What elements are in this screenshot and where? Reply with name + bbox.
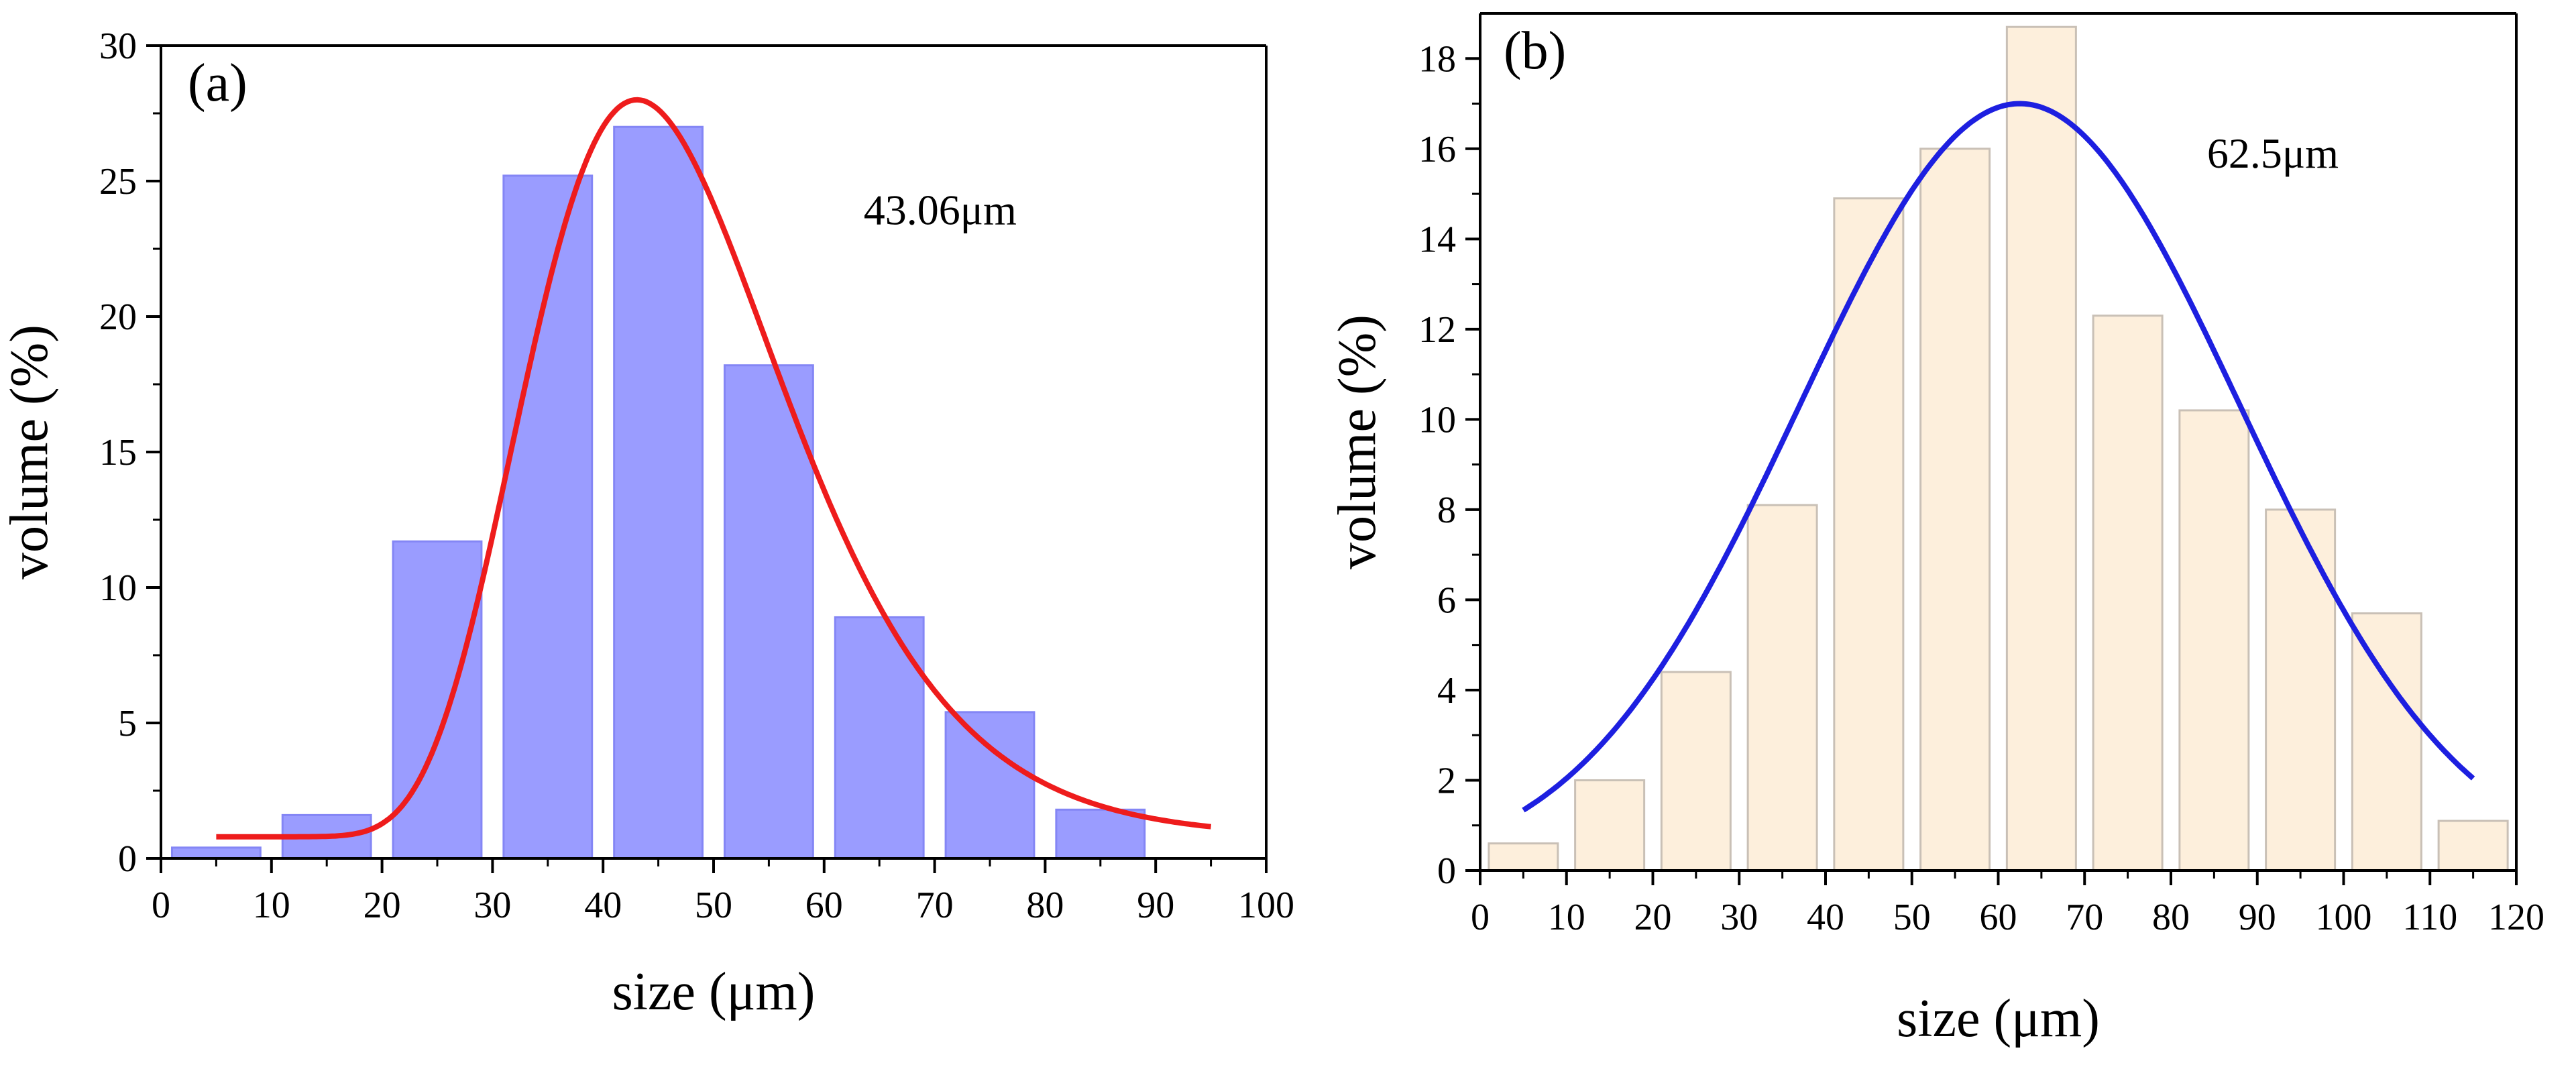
y-tick-label: 12 — [1418, 309, 1456, 351]
histogram-bar — [1488, 842, 1559, 872]
histogram-bar — [944, 711, 1035, 860]
panel-a-chart: 0 10 20 30 40 50 60 70 80 90 100 0 5 10 15 20 25 30 size (… — [0, 25, 1294, 1021]
x-tick-label: 30 — [1720, 897, 1758, 938]
histogram-bar — [2351, 612, 2422, 872]
panel-label: (b) — [1504, 21, 1566, 80]
x-tick-label: 70 — [2066, 897, 2103, 938]
histogram-bar — [1660, 671, 1732, 872]
y-axis-title: volume (%) — [0, 325, 59, 579]
y-tick-label: 5 — [118, 703, 137, 744]
x-tick-label: 120 — [2488, 897, 2544, 938]
y-tick-label: 10 — [1418, 399, 1456, 441]
panel-b-chart: 0 10 20 30 40 50 60 70 80 90 100 110 120 0 2 4 6 8 10 12 14 1… — [1328, 12, 2544, 1048]
x-tick-label: 70 — [916, 885, 954, 926]
y-tick-label: 6 — [1437, 579, 1456, 621]
x-tick-label: 60 — [805, 885, 843, 926]
x-tick-label: 30 — [473, 885, 511, 926]
histogram-bar — [392, 540, 483, 860]
y-tick-label: 20 — [99, 296, 137, 338]
histogram-bar — [2437, 820, 2509, 872]
y-tick-label: 25 — [99, 161, 137, 203]
x-tick-label: 90 — [2239, 897, 2276, 938]
x-tick-label: 20 — [363, 885, 401, 926]
x-tick-label: 110 — [2402, 897, 2457, 938]
x-tick-label: 20 — [1634, 897, 1672, 938]
y-tick-label: 15 — [99, 432, 137, 473]
x-tick-label: 0 — [1471, 897, 1490, 938]
y-axis-title: volume (%) — [1328, 315, 1387, 569]
y-tick-label: 16 — [1418, 129, 1456, 170]
x-tick-label: 100 — [1238, 885, 1294, 926]
histogram-bar — [1055, 808, 1146, 860]
x-axis-title: size (μm) — [1897, 989, 2100, 1048]
histogram-bar — [2178, 409, 2250, 872]
histogram-bar — [2265, 508, 2337, 872]
histogram-bar — [2092, 315, 2164, 872]
x-axis-title: size (μm) — [612, 962, 816, 1021]
peak-size-annotation: 43.06μm — [864, 186, 1017, 234]
x-tick-label: 50 — [1893, 897, 1931, 938]
histogram-bar — [1919, 148, 1991, 872]
fit-curve — [1522, 101, 2475, 813]
x-tick-label: 10 — [1548, 897, 1585, 938]
y-tick-label: 8 — [1437, 490, 1456, 531]
peak-size-annotation: 62.5μm — [2207, 129, 2339, 177]
histogram-bar — [1746, 504, 1818, 872]
x-tick-label: 10 — [253, 885, 290, 926]
x-tick-label: 0 — [152, 885, 170, 926]
y-tick-label: 14 — [1418, 219, 1456, 260]
y-tick-label: 2 — [1437, 760, 1456, 801]
y-tick-label: 0 — [1437, 850, 1456, 892]
x-tick-label: 90 — [1137, 885, 1174, 926]
histogram-bar — [1833, 197, 1905, 872]
y-tick-label: 0 — [118, 838, 137, 880]
histogram-bar — [723, 364, 814, 860]
y-tick-label: 30 — [99, 25, 137, 67]
histogram-bar — [170, 846, 262, 860]
y-tick-label: 10 — [99, 567, 137, 609]
y-tick-label: 18 — [1418, 38, 1456, 80]
x-tick-label: 40 — [584, 885, 622, 926]
x-tick-label: 100 — [2316, 897, 2372, 938]
x-tick-label: 60 — [1980, 897, 2017, 938]
panel-label: (a) — [188, 54, 247, 113]
x-tick-label: 40 — [1807, 897, 1844, 938]
x-tick-label: 80 — [1026, 885, 1064, 926]
x-tick-label: 50 — [695, 885, 732, 926]
histogram-bar — [1574, 779, 1646, 872]
x-tick-label: 80 — [2152, 897, 2190, 938]
y-tick-label: 4 — [1437, 670, 1456, 712]
fit-curve — [216, 97, 1212, 840]
histogram-bar — [2005, 25, 2077, 872]
histogram-bar — [613, 125, 704, 860]
